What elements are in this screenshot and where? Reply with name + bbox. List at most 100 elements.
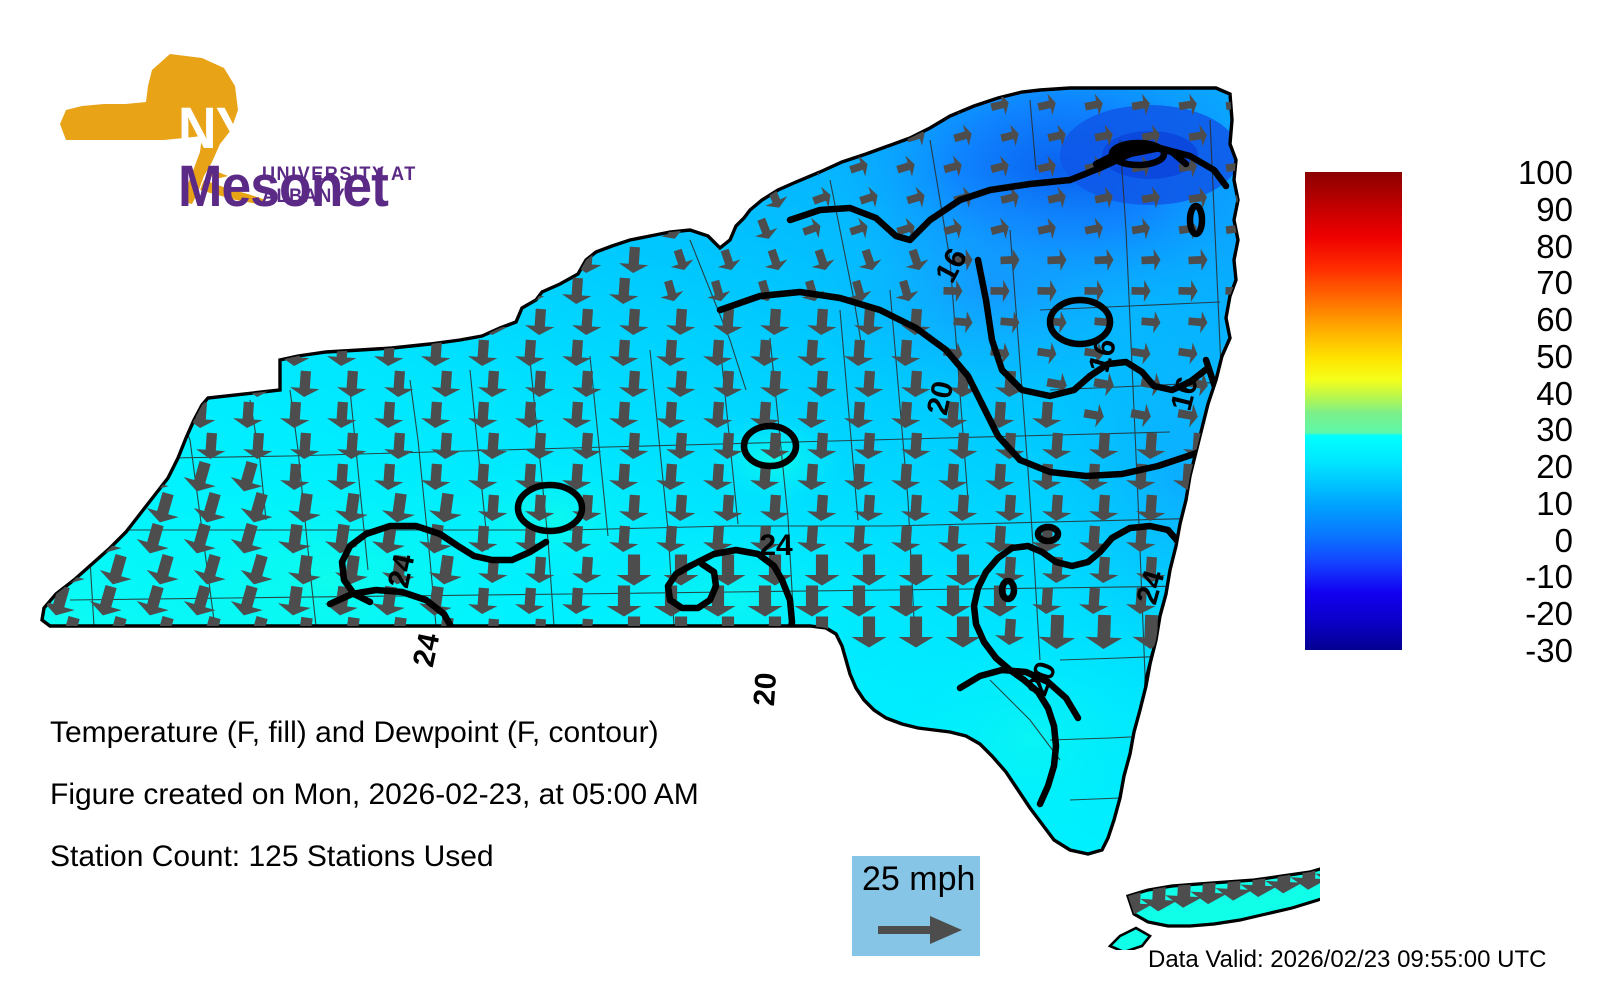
wind-arrow xyxy=(99,553,132,585)
colorbar-tick-0: 0 xyxy=(1554,521,1573,559)
wind-arrow xyxy=(1032,463,1062,490)
wind-arrow xyxy=(797,339,827,366)
wind-arrow xyxy=(384,246,414,273)
wind-arrow xyxy=(935,585,971,617)
wind-arrow xyxy=(139,91,169,118)
wind-arrow xyxy=(233,153,263,180)
wind-arrow xyxy=(1173,587,1203,614)
wind-arrow xyxy=(797,463,827,490)
wind-arrow xyxy=(766,124,788,146)
wind-arrow xyxy=(428,554,462,585)
wind-arrow xyxy=(525,432,555,459)
wind-arrow xyxy=(938,401,968,428)
caption-station-count: Station Count: 125 Stations Used xyxy=(50,840,494,873)
wind-arrow xyxy=(1220,587,1238,614)
wind-arrow xyxy=(102,308,132,335)
wind-arrow xyxy=(619,370,649,397)
wind-arrow xyxy=(901,494,931,521)
wind-arrow xyxy=(898,554,934,586)
wind-arrow xyxy=(381,492,415,523)
wind-arrow xyxy=(196,432,226,459)
wind-arrow xyxy=(938,463,968,490)
wind-arrow xyxy=(948,432,978,459)
wind-arrow xyxy=(811,248,835,270)
wind-arrow xyxy=(945,616,981,648)
wind-arrow xyxy=(243,122,273,149)
wind-arrow xyxy=(384,122,414,149)
colorbar-tick-30: 30 xyxy=(1536,411,1573,449)
wind-arrow xyxy=(1000,186,1019,209)
wind-arrow xyxy=(139,339,169,366)
wind-arrow xyxy=(515,401,545,428)
wind-arrow xyxy=(102,122,132,149)
wind-arrow xyxy=(468,525,498,552)
wind-arrow xyxy=(891,525,921,552)
wind-arrow xyxy=(1047,248,1067,271)
wind-arrow xyxy=(1131,93,1150,116)
colorbar-tick-60: 60 xyxy=(1536,301,1573,339)
wind-arrow xyxy=(703,339,733,366)
contour-label-southern-tier: 20 xyxy=(748,672,783,708)
wind-arrow xyxy=(710,554,746,586)
wind-arrow xyxy=(985,525,1015,552)
wind-arrow xyxy=(525,370,555,397)
wind-arrow xyxy=(755,217,778,239)
wind-arrow xyxy=(337,122,367,149)
wind-arrow xyxy=(854,432,884,459)
temperature-colorbar: 100 90 80 70 60 50 40 30 20 10 0 -10 -20 -30 xyxy=(1305,156,1595,667)
wind-arrow xyxy=(713,494,743,521)
logo-text-mesonet: Mesonet xyxy=(178,154,389,219)
wind-arrow xyxy=(515,463,545,490)
logo-wordmark: NYSMesonet xyxy=(178,100,442,216)
wind-arrow xyxy=(1130,403,1151,428)
wind-arrow xyxy=(102,246,132,273)
wind-arrow xyxy=(844,401,874,428)
wind-arrow xyxy=(619,494,649,521)
contour-label-24-west-lower: 24 xyxy=(407,630,446,670)
wind-arrow xyxy=(478,432,508,459)
wind-arrow xyxy=(896,217,915,239)
wind-arrow xyxy=(431,432,461,459)
wind-arrow xyxy=(990,93,1009,115)
wind-arrow xyxy=(858,248,882,270)
wind-arrow xyxy=(240,491,273,523)
wind-arrow xyxy=(609,525,639,552)
wind-arrow xyxy=(478,556,508,583)
wind-arrow xyxy=(515,587,545,614)
wind-arrow xyxy=(1037,155,1056,178)
wind-arrow xyxy=(666,494,696,521)
wind-arrow xyxy=(562,463,592,490)
wind-arrow xyxy=(1230,432,1238,459)
wind-arrow xyxy=(1047,311,1067,334)
wind-arrow xyxy=(186,153,216,180)
wind-arrow xyxy=(1178,342,1198,365)
wind-arrow xyxy=(384,370,414,397)
wind-arrow xyxy=(1084,217,1103,240)
wind-arrow xyxy=(92,277,122,304)
colorbar-tick-40: 40 xyxy=(1536,374,1573,412)
wind-arrow xyxy=(139,401,169,428)
wind-arrow xyxy=(1000,124,1019,147)
figure-caption: Temperature (F, fill) and Dewpoint (F, c… xyxy=(50,716,830,902)
wind-arrow xyxy=(1165,873,1203,908)
wind-arrow xyxy=(42,584,75,616)
wind-arrow xyxy=(1140,877,1178,912)
wind-arrow xyxy=(1141,124,1160,147)
wind-arrow xyxy=(844,339,874,366)
wind-arrow xyxy=(478,370,508,397)
wind-arrow xyxy=(943,280,963,303)
wind-arrow xyxy=(1235,311,1238,334)
wind-arrow xyxy=(337,246,367,273)
wind-arrow xyxy=(243,184,273,211)
wind-arrow xyxy=(230,584,263,616)
wind-arrow xyxy=(327,339,357,366)
colorbar-tick-minus10: -10 xyxy=(1525,558,1573,596)
wind-arrow xyxy=(619,308,649,335)
wind-arrow xyxy=(562,215,592,242)
wind-arrow xyxy=(290,122,320,149)
wind-arrow xyxy=(186,91,216,118)
wind-arrow xyxy=(1188,311,1208,334)
wind-arrow xyxy=(1136,494,1166,521)
wind-arrow xyxy=(700,585,736,617)
